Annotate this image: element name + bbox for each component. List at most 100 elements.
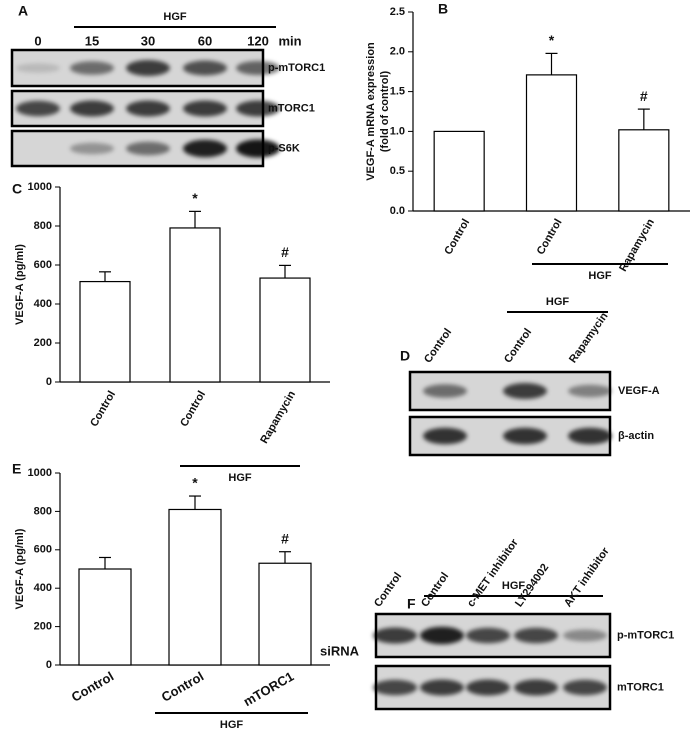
blot-band [503, 427, 547, 445]
lane-label: AKT inhibitor [562, 545, 612, 610]
y-axis-label: VEGF-A (pg/ml) [14, 244, 26, 325]
blot-band [183, 139, 227, 158]
lane-label: c-MET inhibitor [465, 536, 521, 609]
y-tick-label: 600 [34, 544, 52, 556]
panel-letter: C [12, 181, 22, 197]
blot-band [420, 626, 464, 645]
blot-band [514, 627, 558, 644]
row-label: mTORC1 [617, 681, 664, 693]
row-label: p-mTORC1 [268, 62, 325, 74]
bar-annotation: # [640, 88, 648, 104]
bar [525, 74, 578, 212]
bar-annotation: * [192, 190, 198, 206]
blot-band [466, 627, 510, 644]
row-label: p-S6K [268, 142, 300, 154]
blot-band [236, 61, 280, 75]
lane-label: Control [502, 326, 534, 365]
blot-band [420, 679, 464, 696]
group-label: HGF [588, 270, 612, 282]
group-label: HGF [163, 11, 187, 23]
lane-label: Control [419, 570, 451, 609]
row-label: mTORC1 [268, 102, 315, 114]
y-tick-label: 2.5 [390, 6, 405, 18]
blot-band [70, 61, 114, 75]
blot-band [514, 679, 558, 696]
blot-band [563, 679, 607, 696]
blot-band [16, 100, 60, 117]
bar [78, 568, 132, 666]
panel-letter: A [18, 3, 28, 19]
bar-annotation: # [281, 244, 289, 260]
y-axis-label: VEGF-A mRNA expression [365, 42, 377, 181]
bar-annotation: * [192, 475, 198, 491]
bar-annotation: * [549, 32, 555, 48]
blot-band [16, 63, 60, 73]
group-label: HGF [502, 580, 526, 592]
lane-label: 120 [247, 33, 269, 48]
y-tick-label: 1.0 [390, 125, 405, 137]
blot-band [183, 60, 227, 76]
x-tick-label: Control [178, 389, 208, 429]
y-tick-label: 200 [34, 621, 52, 633]
x-tick-label: Control [535, 217, 565, 257]
y-tick-label: 0.0 [390, 205, 405, 217]
bar [169, 227, 221, 383]
blot-band [126, 100, 170, 117]
y-tick-label: 400 [34, 298, 52, 310]
x-tick-label: Control [88, 389, 118, 429]
y-tick-label: 800 [34, 505, 52, 517]
blot-band [373, 679, 417, 696]
y-tick-label: 1.5 [390, 86, 405, 98]
x-tick-label: Control [159, 669, 207, 705]
y-axis-label: VEGF-A (pg/ml) [14, 528, 26, 609]
panel-letter: E [12, 461, 21, 477]
y-tick-label: 600 [34, 259, 52, 271]
blot-band [236, 100, 280, 117]
blot-band [126, 60, 170, 76]
y-tick-label: 800 [34, 220, 52, 232]
y-tick-label: 400 [34, 582, 52, 594]
y-tick-label: 0 [46, 376, 52, 388]
blot-band [373, 627, 417, 644]
x-tick-label: Control [69, 669, 117, 705]
unit-label: min [278, 33, 301, 48]
blot-band [466, 679, 510, 696]
blot-band [568, 384, 612, 398]
lane-label: Control [422, 326, 454, 365]
group-label: HGF [546, 296, 570, 308]
bar [258, 562, 312, 666]
row-label: VEGF-A [618, 385, 660, 397]
blot-band [70, 142, 114, 155]
y-tick-label: 200 [34, 337, 52, 349]
row-label: p-mTORC1 [617, 629, 674, 641]
blot-band [563, 629, 607, 642]
y-axis-label: (fold of control) [379, 71, 391, 153]
blot-band [70, 100, 114, 117]
y-tick-label: 2.0 [390, 46, 405, 58]
x-tick-label: Control [442, 217, 472, 257]
blot-band [423, 384, 467, 398]
x-note: siRNA [320, 643, 360, 658]
lane-label: 15 [85, 33, 99, 48]
blot-band [503, 383, 547, 399]
blot-band [423, 427, 467, 445]
lane-label: 0 [34, 33, 41, 48]
bar [259, 277, 311, 383]
bar [79, 280, 131, 383]
bar [433, 130, 485, 212]
blot-band [126, 141, 170, 156]
group-label: HGF [220, 719, 244, 731]
y-tick-label: 0 [46, 659, 52, 671]
lane-label: 60 [198, 33, 212, 48]
panel-letter: D [400, 348, 410, 364]
lane-label: Control [372, 570, 404, 609]
blot-band [183, 100, 227, 117]
y-tick-label: 1000 [28, 467, 52, 479]
panel-letter: B [438, 1, 448, 17]
x-tick-label: mTORC1 [241, 669, 296, 710]
x-tick-label: Rapamycin [617, 217, 657, 274]
x-tick-label: Rapamycin [258, 389, 298, 446]
y-tick-label: 1000 [28, 181, 52, 193]
